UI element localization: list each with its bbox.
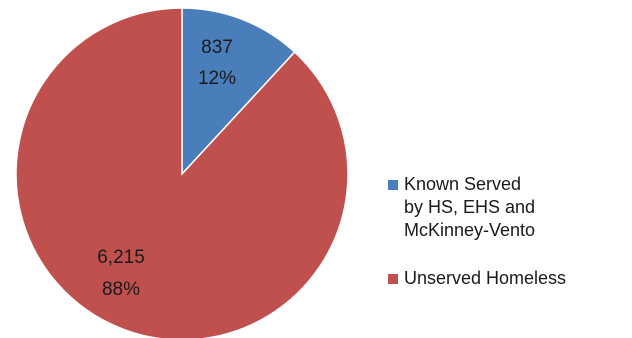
pie-slice-known-served: [181, 7, 296, 176]
legend: Known Served by HS, EHS and McKinney-Ven…: [388, 174, 566, 288]
pie-slices: [15, 7, 349, 338]
legend-swatch-known-served: [388, 180, 398, 190]
slice-value-label-unserved: 6,215: [97, 247, 145, 268]
slice-labels: 837 12% 6,215 88%: [97, 37, 236, 300]
slice-percent-label-unserved: 88%: [102, 279, 140, 300]
legend-label-known-served-line2: by HS, EHS and: [404, 197, 535, 217]
slice-percent-label-known-served: 12%: [198, 68, 236, 89]
pie-slice-unserved: [15, 7, 349, 338]
slice-value-label-known-served: 837: [201, 37, 233, 58]
legend-label-known-served-line1: Known Served: [404, 174, 521, 194]
legend-label-known-served-line3: McKinney-Vento: [404, 220, 535, 240]
legend-label-unserved: Unserved Homeless: [404, 268, 566, 288]
legend-swatch-unserved: [388, 274, 398, 284]
